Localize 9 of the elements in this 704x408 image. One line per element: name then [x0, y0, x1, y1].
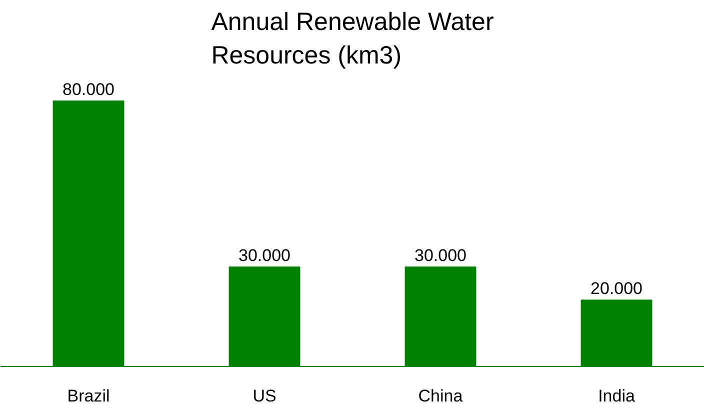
data-label: 30.000 [414, 246, 466, 265]
data-label: 20.000 [590, 279, 642, 298]
x-tick-label: US [252, 386, 276, 406]
x-tick-label: India [598, 386, 636, 406]
data-label: 80.000 [62, 80, 114, 100]
data-label: 30.000 [238, 246, 290, 265]
x-tick-label: China [418, 386, 464, 406]
chart-title: Annual Renewable Water Resources (km3) [211, 8, 494, 70]
x-tick-label: Brazil [67, 386, 110, 406]
